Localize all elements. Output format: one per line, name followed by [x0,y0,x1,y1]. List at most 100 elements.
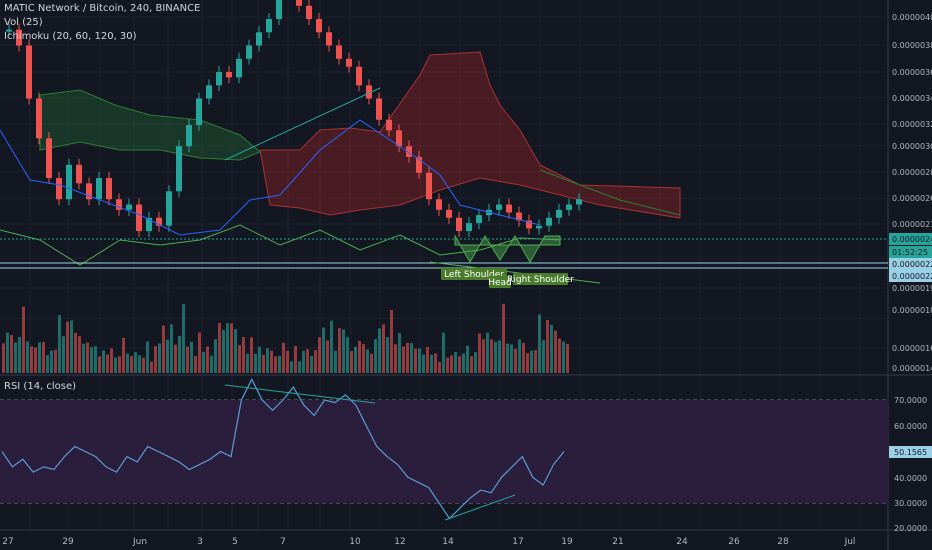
volume-bar [214,339,217,373]
volume-bar [566,343,569,373]
price-tick: 0.00000164 [892,344,932,353]
lagging-line [0,224,561,266]
volume-bar [126,353,129,373]
volume-bar [466,345,469,373]
volume-bar [386,337,389,373]
volume-bar [238,344,241,373]
candle [166,191,172,226]
volume-bar [318,337,321,373]
volume-bar [122,337,125,373]
volume-bars [2,303,569,373]
volume-bar [562,341,565,373]
candle [466,223,472,232]
price-label: 0.00000227 [892,260,932,269]
volume-bar [250,337,253,373]
rsi-tick: 30.0000 [894,499,927,508]
volume-bar [254,353,257,373]
volume-bar [306,349,309,373]
price-label: 01:52:25 [892,248,928,257]
volume-bar [154,346,157,373]
volume-bar [66,321,69,373]
volume-bar [162,325,165,373]
candle [326,32,332,46]
volume-bar [474,351,477,373]
volume-legend: Vol (25) [4,17,43,28]
candle [6,29,12,32]
volume-bar [530,350,533,373]
volume-bar [70,320,73,373]
volume-bar [54,349,57,373]
candle [476,215,482,224]
volume-bar [218,322,221,373]
candle [96,178,102,200]
time-tick: 19 [561,537,573,547]
volume-bar [178,335,181,373]
volume-bar [374,339,377,373]
candle [536,225,542,229]
price-tick: 0.00000260 [892,194,932,203]
candle [346,58,352,67]
volume-bar [294,346,297,373]
rsi-tick: 40.0000 [894,474,927,483]
rsi-legend: RSI (14, close) [4,381,77,392]
volume-bar [110,348,113,373]
candle [406,146,412,157]
volume-bar [410,343,413,373]
volume-bar [418,348,421,373]
volume-bar [38,342,41,373]
volume-bar [470,356,473,373]
time-tick: 10 [349,537,361,547]
volume-bar [326,340,329,373]
volume-bar [514,348,517,373]
candle [66,164,72,200]
volume-bar [482,339,485,373]
volume-bar [526,353,529,373]
time-tick: 14 [442,537,454,547]
volume-bar [22,306,25,373]
pattern-label-bg [489,276,511,288]
candle [336,45,342,59]
volume-bar [26,341,29,373]
neckline [429,261,601,284]
volume-bar [366,349,369,373]
candle [436,199,442,210]
volume-bar [518,339,521,373]
time-tick: 26 [728,537,740,547]
candle [316,19,322,33]
time-tick: 17 [512,537,523,547]
volume-bar [302,350,305,373]
time-tick: 24 [676,537,688,547]
candle [156,217,162,226]
volume-bar [46,355,49,373]
cloud-edge [539,169,681,216]
volume-bar [370,353,373,373]
volume-bar [298,361,301,373]
candle [206,85,212,99]
volume-bar [434,353,437,373]
time-tick: 5 [232,537,238,547]
volume-bar [82,343,85,373]
candle [126,204,132,210]
candle [376,98,382,120]
price-label: 0.00000247 [892,235,932,244]
volume-bar [10,335,13,373]
volume-bar [242,337,245,373]
price-tick: 0.00000380 [892,41,932,50]
volume-bar [130,356,133,373]
volume-bar [190,341,193,373]
rsi-label: 50.1565 [894,448,927,457]
volume-bar [554,330,557,373]
volume-bar [398,332,401,373]
volume-bar [2,343,5,373]
price-tick: 0.00000300 [892,142,932,151]
price-label-bg [889,258,932,270]
volume-bar [118,356,121,373]
time-tick: Jul [844,537,856,547]
candle [426,172,432,200]
candle [566,204,572,210]
volume-bar [282,342,285,373]
volume-bar [206,346,209,373]
volume-bar [394,344,397,373]
price-tick: 0.00000180 [892,306,932,315]
